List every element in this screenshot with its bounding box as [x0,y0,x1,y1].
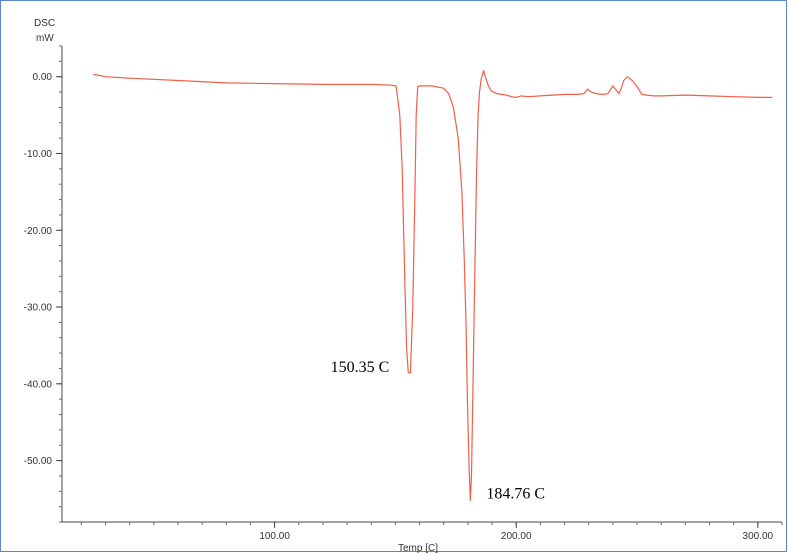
y-tick-label: -50.00 [24,456,53,467]
annotations: 150.35 C 184.76 C [331,359,545,502]
y-axis-title-line1: DSC [34,18,55,29]
axes [61,46,782,523]
x-tick-label: 100.00 [259,531,290,542]
x-tick-label: 300.00 [743,531,774,542]
y-tick-label: -10.00 [24,149,53,160]
y-tick-label: -20.00 [24,226,53,237]
peak-label: 150.35 C [331,359,390,376]
peak-label: 184.76 C [486,486,545,503]
x-axis-title: Temp [C] [398,543,438,554]
data-series [93,69,773,502]
y-tick-label: -40.00 [24,379,53,390]
y-axis-title-line2: mW [36,33,54,44]
y-tick-label: 0.00 [33,72,53,83]
dsc-curve [93,69,773,502]
ticks: 0.00 -10.00 -20.00 -30.00 -40.00 -50.00 100.00… [24,45,783,542]
x-tick-label: 200.00 [501,531,532,542]
y-tick-label: -30.00 [24,303,53,314]
